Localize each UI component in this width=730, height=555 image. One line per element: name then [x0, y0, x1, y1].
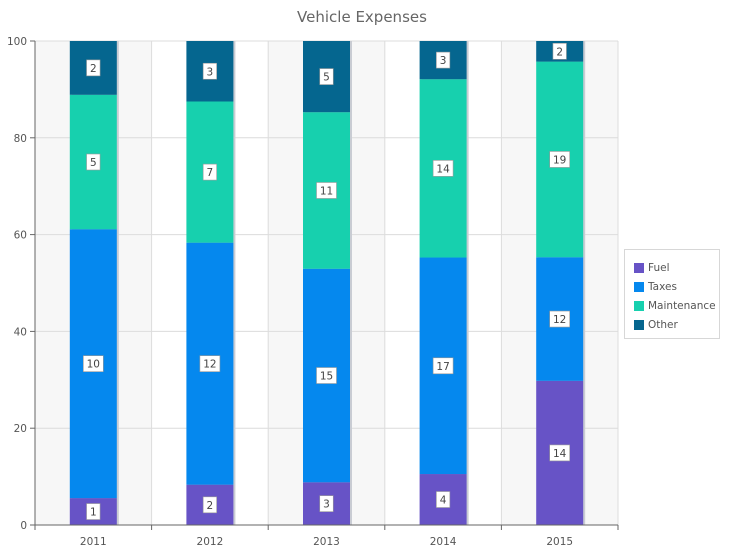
data-label-box: [436, 491, 451, 508]
data-label-box: [432, 160, 454, 177]
data-label: 7: [207, 167, 214, 179]
y-tick-label: 100: [7, 36, 27, 48]
legend-label: Taxes: [648, 280, 677, 293]
bars: [69, 41, 586, 525]
data-label: 15: [320, 371, 333, 383]
legend-swatch: [634, 281, 644, 292]
data-label: 3: [440, 55, 447, 67]
data-label-box: [319, 495, 334, 512]
data-label-box: [432, 357, 454, 375]
data-label-box: [202, 62, 217, 80]
data-label: 2: [556, 46, 563, 58]
data-label-box: [202, 496, 217, 514]
legend: Fuel Taxes Maintenance Other: [624, 249, 720, 339]
data-label-box: [316, 367, 337, 384]
data-label-box: [86, 59, 101, 77]
legend-item-maintenance[interactable]: Maintenance: [634, 296, 719, 315]
y-tick-label: 60: [14, 230, 27, 242]
data-label: 4: [440, 495, 447, 507]
y-tick-label: 0: [20, 520, 27, 532]
legend-label: Other: [648, 318, 678, 331]
axes: 0 20 40 60 80 100 2011 2012 2013 2014 2015: [7, 36, 619, 548]
data-label-box: [549, 310, 571, 328]
y-tick-label: 40: [14, 326, 27, 338]
y-tick-label: 20: [14, 423, 27, 435]
x-tick-label: 2011: [80, 536, 107, 548]
data-label: 10: [87, 359, 100, 371]
data-label: 3: [323, 499, 330, 511]
data-label-box: [202, 163, 217, 181]
legend-swatch: [634, 300, 644, 311]
legend-swatch: [634, 319, 644, 330]
data-label: 5: [90, 157, 97, 169]
data-label-box: [86, 503, 101, 520]
legend-swatch: [634, 262, 644, 273]
data-label: 5: [323, 72, 330, 84]
data-labels: 1 10 5 2 2 12 7 3 3 15 11 5 4 17 14 3 14 12 19 2: [83, 42, 571, 520]
data-label: 14: [553, 448, 567, 460]
data-label-box: [86, 153, 101, 171]
data-label-box: [552, 42, 567, 60]
y-tick-label: 80: [14, 133, 27, 145]
data-label-box: [199, 355, 221, 372]
data-label: 14: [436, 163, 450, 175]
data-label: 19: [553, 154, 566, 166]
data-label: 2: [90, 63, 97, 75]
data-label-box: [319, 68, 334, 85]
data-label: 3: [207, 66, 214, 78]
legend-label: Fuel: [648, 261, 670, 274]
data-label: 2: [207, 500, 214, 512]
data-label-box: [549, 151, 571, 168]
x-tick-label: 2013: [313, 536, 340, 548]
legend-item-taxes[interactable]: Taxes: [634, 277, 719, 296]
x-tick-label: 2014: [430, 536, 457, 548]
x-tick-label: 2015: [546, 536, 573, 548]
legend-label: Maintenance: [648, 299, 716, 312]
data-label-box: [316, 182, 337, 199]
data-label: 12: [203, 359, 216, 371]
chart-title: Vehicle Expenses: [297, 8, 427, 26]
data-label: 11: [320, 185, 333, 197]
x-tick-label: 2012: [197, 536, 224, 548]
legend-item-other[interactable]: Other: [634, 315, 719, 334]
data-label: 12: [553, 314, 566, 326]
data-label-box: [83, 355, 104, 372]
legend-item-fuel[interactable]: Fuel: [634, 258, 719, 277]
data-label: 1: [90, 507, 97, 519]
data-label-box: [549, 444, 571, 462]
data-label: 17: [436, 361, 449, 373]
data-label-box: [436, 51, 451, 69]
